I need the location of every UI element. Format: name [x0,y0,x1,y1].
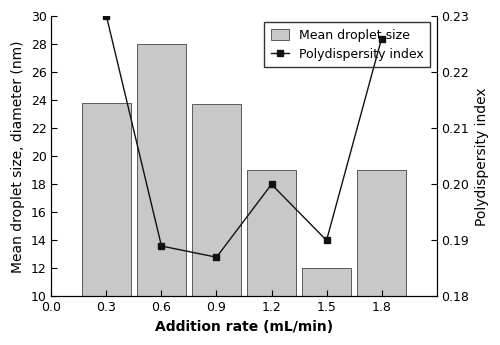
Bar [357,170,406,345]
Bar [82,103,131,345]
Polydispersity index [214,255,220,259]
Line: Polydispersity index: Polydispersity index [103,13,385,261]
Polydispersity index [378,37,384,41]
Bar [247,170,296,345]
Polydispersity index [104,14,110,18]
Polydispersity index [268,182,274,186]
Y-axis label: Polydispersity index: Polydispersity index [475,87,489,226]
Polydispersity index [324,238,330,243]
X-axis label: Addition rate (mL/min): Addition rate (mL/min) [155,320,333,334]
Bar [302,268,352,345]
Polydispersity index [158,244,164,248]
Y-axis label: Mean droplet size, diameter (nm): Mean droplet size, diameter (nm) [11,40,25,273]
Bar [136,44,186,345]
Legend: Mean droplet size, Polydispersity index: Mean droplet size, Polydispersity index [264,22,430,67]
Bar [192,105,241,345]
